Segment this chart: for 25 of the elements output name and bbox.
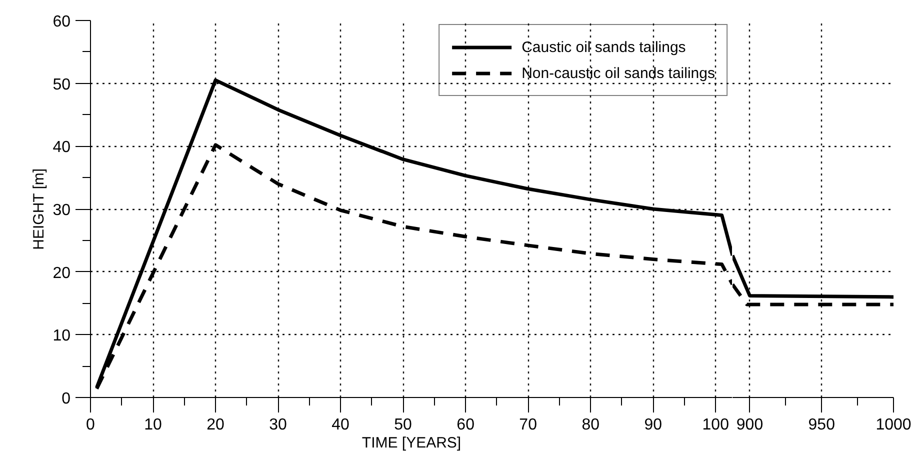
y-axis-title: HEIGHT [m] <box>30 168 48 250</box>
x-tick-label: 40 <box>332 416 350 434</box>
y-tick-label: 10 <box>52 328 71 345</box>
legend-label: Caustic oil sands tailings <box>522 38 686 56</box>
y-tick-label: 60 <box>52 14 71 30</box>
x-tick-label: 10 <box>144 416 162 434</box>
x-tick-label: 70 <box>519 416 538 434</box>
x-tick-label: 0 <box>86 416 96 434</box>
x-tick-label: 90 <box>644 416 662 434</box>
x-tick-label: 950 <box>808 416 836 434</box>
x-tick-label: 900 <box>736 416 764 434</box>
x-tick-label: 60 <box>456 416 475 434</box>
y-tick-label: 50 <box>52 76 71 94</box>
x-tick-label: 20 <box>206 416 225 434</box>
y-tick-label: 0 <box>62 390 71 408</box>
x-tick-label: 30 <box>269 416 288 434</box>
x-tick-label: 50 <box>394 416 412 434</box>
x-tick-label: 80 <box>582 416 600 434</box>
y-tick-label: 20 <box>52 264 71 282</box>
y-tick-label: 40 <box>52 139 71 156</box>
x-tick-label: 1000 <box>876 416 912 434</box>
legend-label: Non-caustic oil sands tailings <box>522 64 715 82</box>
x-tick-label: 100 <box>702 416 730 434</box>
y-tick-label: 30 <box>52 202 71 219</box>
x-axis-title: TIME [YEARS] <box>362 434 462 452</box>
